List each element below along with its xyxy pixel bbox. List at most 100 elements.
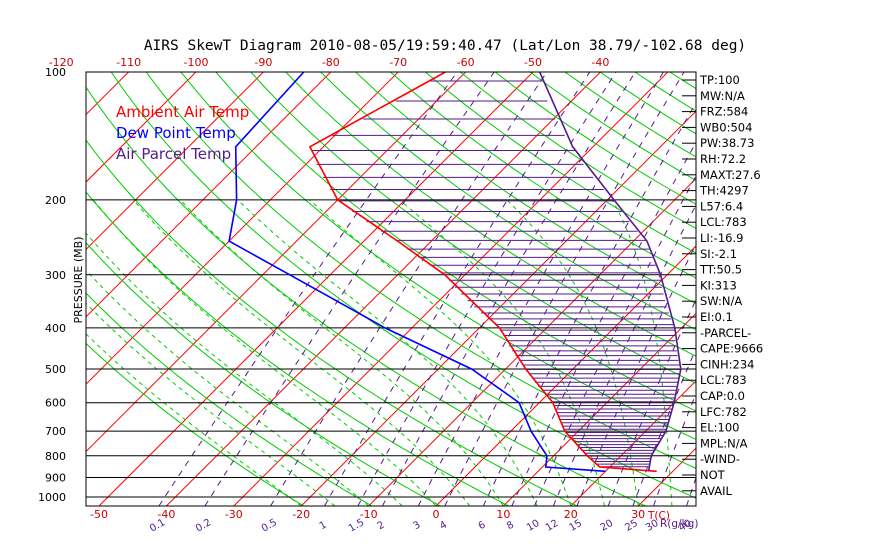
isotherm-line [0,63,71,506]
pressure-tick-label: 200 [45,194,66,207]
mixing-ratio-line [482,101,696,506]
dry-adiabat-line [250,72,696,384]
pressure-tick-label: 900 [45,472,66,485]
stability-index-label: LFC:782 [700,405,747,419]
mixing-ratio-tick-label: 0.2 [194,517,213,534]
bottom-temperature-tick-label: -10 [360,508,378,521]
mixing-ratio-tick-label: 12 [544,518,561,534]
series-line-air-parcel-temp [538,72,682,472]
mixing-ratio-line [607,298,696,506]
top-temperature-tick-label: -80 [322,56,340,69]
moist-adiabat-line [309,199,572,506]
y-axis-label: PRESSURE (MB) [72,237,85,324]
stability-index-label: FRZ:584 [700,105,748,119]
mixing-ratio-unit-label: R(g/kg) [660,518,698,530]
bottom-temperature-tick-label: 30 [631,508,645,521]
legend-air-parcel-temp: Air Parcel Temp [116,145,231,163]
stability-index-label: L57:6.4 [700,199,743,213]
stability-index-label: MAXT:27.6 [700,168,761,182]
dry-adiabat-line [390,72,696,279]
stability-index-label: TH:4297 [699,184,749,198]
dry-adiabat-line [86,242,441,506]
moist-adiabat-line [179,199,504,506]
pressure-tick-label: 800 [45,450,66,463]
moist-adiabat-line [237,199,538,506]
stability-index-label: EL:100 [700,421,740,435]
bottom-temperature-tick-label: -20 [292,508,310,521]
stability-index-label: SI:-2.1 [700,247,737,261]
dry-adiabat-line [285,72,696,357]
isotherm-line [86,72,332,318]
stability-index-label: MPL:N/A [700,436,748,450]
mixing-ratio-tick-label: 8 [505,519,516,532]
plot-frame [85,71,697,507]
stability-index-label: LI:-16.9 [700,231,743,245]
dry-adiabat-line [740,72,870,506]
bottom-temperature-tick-label: -30 [225,508,243,521]
stability-index-label: -PARCEL- [700,326,751,340]
legend-dew-point-temp: Dew Point Temp [116,124,236,142]
mixing-ratio-tick-label: 10 [525,518,542,534]
isotherm-line [637,447,696,506]
chart-title: AIRS SkewT Diagram 2010-08-05/19:59:40.4… [144,38,746,54]
mixing-ratio-line [417,72,664,506]
chart-grid [0,63,870,506]
stability-index-label: LCL:783 [700,215,747,229]
isotherm-line [368,177,696,506]
moist-adiabat-line [506,199,639,506]
stability-index-label: MW:N/A [700,89,745,103]
stability-index-label: -WIND- [700,452,740,466]
dry-adiabat-line [86,86,646,506]
isotherm-line [773,63,870,506]
pressure-tick-label: 700 [45,425,66,438]
dry-adiabat-line [86,342,304,506]
top-temperature-tick-label: -60 [457,56,475,69]
mixing-ratio-tick-label: 2 [376,519,387,532]
moist-adiabat-line [86,302,336,506]
top-temperature-ticks: -120 -110 -100 -90 -80 -70 -60 -50 -40 [49,56,610,69]
mixing-ratio-line [552,204,696,506]
mixing-ratio-tick-label: 6 [477,520,488,533]
bottom-temperature-tick-label: -40 [157,508,175,521]
isotherm-line [166,72,602,506]
bottom-temperature-tick-label: 10 [496,508,510,521]
top-temperature-tick-label: -50 [524,56,542,69]
mixing-ratio-line [324,72,591,506]
pressure-tick-label: 500 [45,363,66,376]
mixing-ratio-tick-label: 4 [438,519,449,532]
mixing-ratio-line [534,174,696,506]
dry-adiabat-line [494,72,696,205]
series-line-ambient-air-temp [308,72,657,473]
stability-index-label: AVAIL [700,484,733,498]
sounding-series [228,72,682,473]
legend-ambient-air-temp: Ambient Air Temp [116,103,249,121]
dry-adiabat-line [86,292,373,506]
cape-hatch [311,80,681,468]
mixing-ratio-line [511,141,696,506]
top-temperature-tick-label: -120 [49,56,74,69]
stability-index-label: TT:50.5 [699,263,742,277]
pressure-tick-label: 1000 [38,491,66,504]
top-temperature-tick-label: -100 [184,56,209,69]
stability-index-label: CINH:234 [700,357,755,371]
moist-adiabat-line [132,199,471,506]
stability-index-label: TP:100 [699,73,740,87]
mixing-ratio-line [444,72,685,506]
pressure-tick-label: 300 [45,269,66,282]
moist-adiabat-line [611,199,673,506]
stability-index-label: WB0:504 [700,120,752,134]
x-axis-label: T(C) [647,510,670,522]
mixing-ratio-line [270,72,548,506]
isotherm-line [86,72,197,183]
bottom-temperature-tick-label: 0 [433,508,440,521]
dry-adiabat-line [145,72,696,470]
dry-adiabat-line [425,72,696,254]
mixing-ratio-tick-label: 0.5 [260,517,279,534]
moist-adiabat-line [399,199,605,506]
stability-index-label: LCL:783 [700,373,747,387]
dry-adiabat-line [809,72,870,506]
top-temperature-tick-label: -40 [591,56,609,69]
mixing-ratio-line [158,72,458,506]
